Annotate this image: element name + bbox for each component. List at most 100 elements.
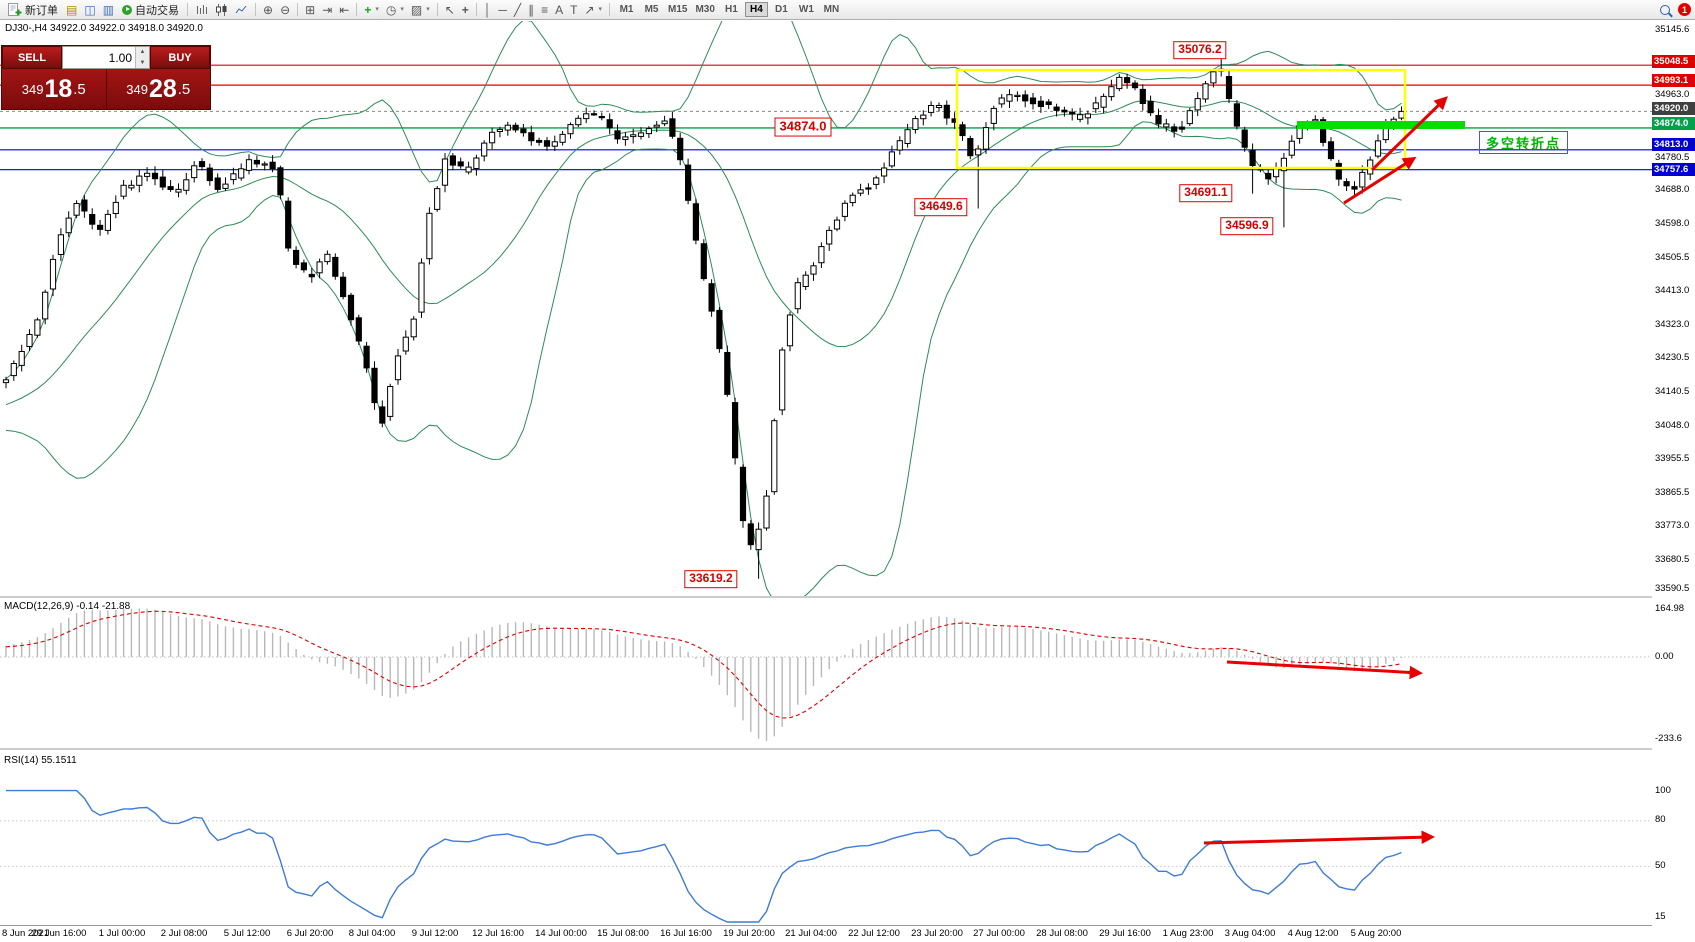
- macd-label: MACD(12,26,9) -0.14 -21.88: [4, 601, 131, 612]
- axis-label: 100: [1655, 785, 1671, 796]
- volume-increase-button[interactable]: ▲: [136, 47, 149, 58]
- price-tag: 35048.5: [1652, 55, 1695, 68]
- axis-label: 34413.0: [1655, 285, 1690, 296]
- buy-button[interactable]: BUY: [150, 46, 210, 69]
- toolbar-separator: [609, 3, 611, 16]
- buy-price[interactable]: 349 28.5: [106, 69, 210, 109]
- candlestick-chart-icon[interactable]: [212, 1, 231, 19]
- magnifier-glyph: [1660, 4, 1670, 15]
- crosshair-icon[interactable]: +: [461, 2, 469, 17]
- axis-label: 34780.5: [1655, 152, 1690, 163]
- price-divider: [105, 69, 107, 109]
- axis-label: 50: [1655, 860, 1666, 871]
- dropdown-caret: ▾: [375, 5, 379, 13]
- auto-scroll-icon[interactable]: ⇥: [322, 2, 333, 17]
- fibonacci-icon[interactable]: ≡: [541, 2, 549, 17]
- timeframe-m15-button[interactable]: M15: [668, 4, 688, 15]
- chart-window-icon[interactable]: ▤: [66, 2, 78, 17]
- axis-label: 33590.5: [1655, 583, 1690, 594]
- price-callout[interactable]: 35076.2: [1173, 41, 1227, 59]
- trendline-icon[interactable]: ╱: [513, 2, 522, 17]
- toolbar-separator: [436, 3, 438, 16]
- bar-chart-icon[interactable]: [192, 1, 211, 19]
- axis-label: 34048.0: [1655, 420, 1690, 431]
- horizontal-line-icon[interactable]: ─: [498, 2, 507, 17]
- timeframe-w1-button[interactable]: W1: [798, 4, 814, 15]
- text-label-icon[interactable]: T: [570, 2, 578, 17]
- auto-trading-label: 自动交易: [135, 4, 180, 17]
- time-label: 23 Jul 20:00: [911, 928, 963, 939]
- price-callout[interactable]: 34874.0: [774, 117, 832, 137]
- toolbar-separator: [356, 3, 358, 16]
- price-tag: 34920.0: [1652, 102, 1695, 115]
- price-callout[interactable]: 33619.2: [684, 570, 738, 588]
- text-icon[interactable]: A: [555, 2, 564, 17]
- price-tag: 34757.6: [1652, 163, 1695, 176]
- timeframe-m5-button[interactable]: M5: [644, 4, 659, 15]
- periods-button[interactable]: ◷ ▾: [385, 2, 404, 17]
- turning-point-label[interactable]: 多空转折点: [1479, 131, 1569, 154]
- market-watch-icon[interactable]: ▥: [102, 2, 115, 17]
- templates-button[interactable]: ▨ ▾: [410, 2, 430, 17]
- chart-shift-icon[interactable]: ⇤: [339, 2, 350, 17]
- volume-decrease-button[interactable]: ▼: [136, 57, 149, 68]
- timeframe-toolbar: M1 M5 M15 M30 H1 H4 D1 W1 MN: [614, 2, 844, 17]
- time-label: 5 Jul 12:00: [223, 928, 271, 939]
- rsi-label: RSI(14) 55.1511: [4, 755, 77, 766]
- zoom-out-icon[interactable]: ⊖: [280, 2, 291, 17]
- axis-label: 33680.5: [1655, 554, 1690, 565]
- axis-label: 33865.5: [1655, 487, 1690, 498]
- axis-label: -233.6: [1655, 733, 1682, 744]
- price-tag: 34993.1: [1652, 74, 1695, 87]
- indicators-button[interactable]: + ▾: [364, 2, 379, 17]
- time-label: 8 Jun 2021: [2, 928, 50, 939]
- timeframe-mn-button[interactable]: MN: [823, 4, 840, 15]
- time-label: 22 Jul 12:00: [848, 928, 900, 939]
- price-callout[interactable]: 34596.9: [1220, 217, 1274, 235]
- new-order-label: 新订单: [25, 4, 58, 17]
- new-order-button[interactable]: 新订单: [4, 1, 62, 19]
- axis-label: 15: [1655, 911, 1666, 922]
- sell-price[interactable]: 349 18.5: [2, 69, 106, 109]
- sell-button[interactable]: SELL: [2, 46, 62, 69]
- timeframe-h4-button[interactable]: H4: [744, 2, 768, 17]
- timeframe-m1-button[interactable]: M1: [619, 4, 634, 15]
- notification-badge[interactable]: 1: [1678, 3, 1691, 16]
- time-label: 5 Aug 20:00: [1350, 928, 1402, 939]
- time-axis[interactable]: 8 Jun 2021 29 Jun 16:00 1 Jul 00:00 2 Jul 0…: [0, 926, 1652, 942]
- time-label: 8 Jul 04:00: [348, 928, 396, 939]
- time-label: 1 Jul 00:00: [98, 928, 146, 939]
- line-chart-icon[interactable]: [232, 1, 251, 19]
- time-label: 12 Jul 16:00: [472, 928, 524, 939]
- price-tag: 34874.0: [1652, 117, 1695, 130]
- time-label: 3 Aug 04:00: [1224, 928, 1276, 939]
- price-axis[interactable]: 35145.6 35048.5 34993.1 34963.0 34920.0 34874…: [1652, 20, 1695, 926]
- timeframe-d1-button[interactable]: D1: [775, 4, 788, 15]
- axis-label: 0.00: [1655, 651, 1674, 662]
- channel-icon[interactable]: ∥: [528, 2, 535, 17]
- time-label: 27 Jul 00:00: [973, 928, 1025, 939]
- vertical-line-icon[interactable]: │: [483, 2, 492, 17]
- arrows-tool-icon[interactable]: ↗ ▾: [584, 2, 603, 17]
- price-callout[interactable]: 34649.6: [914, 198, 968, 216]
- search-icon[interactable]: [1657, 1, 1673, 19]
- timeframe-h1-button[interactable]: H1: [725, 4, 738, 15]
- tile-windows-icon[interactable]: ⊞: [305, 2, 316, 17]
- time-label: 4 Aug 12:00: [1287, 928, 1339, 939]
- toolbar: 新订单 ▤ ◫ ▥ 自动交易 ⊕ ⊖ ⊞ ⇥ ⇤ + ▾ ◷ ▾ ▨ ▾ ↖ + │ …: [0, 0, 1695, 20]
- time-label: 9 Jul 12:00: [411, 928, 459, 939]
- volume-field[interactable]: 1.00 ▲ ▼: [62, 46, 150, 69]
- zoom-in-icon[interactable]: ⊕: [263, 2, 274, 17]
- timeframe-m30-button[interactable]: M30: [695, 4, 715, 15]
- time-label: 19 Jul 20:00: [723, 928, 775, 939]
- time-label: 16 Jul 16:00: [660, 928, 712, 939]
- profiles-icon[interactable]: ◫: [84, 2, 96, 17]
- dropdown-caret: ▾: [400, 5, 404, 13]
- chart-ohlc-readout: DJ30-,H4 34922.0 34922.0 34918.0 34920.0: [5, 23, 203, 34]
- auto-trading-button[interactable]: 自动交易: [118, 1, 183, 19]
- price-callout[interactable]: 34691.1: [1179, 184, 1233, 202]
- cursor-icon[interactable]: ↖: [444, 2, 455, 17]
- time-label: 6 Jul 20:00: [286, 928, 334, 939]
- new-order-icon: [8, 3, 22, 16]
